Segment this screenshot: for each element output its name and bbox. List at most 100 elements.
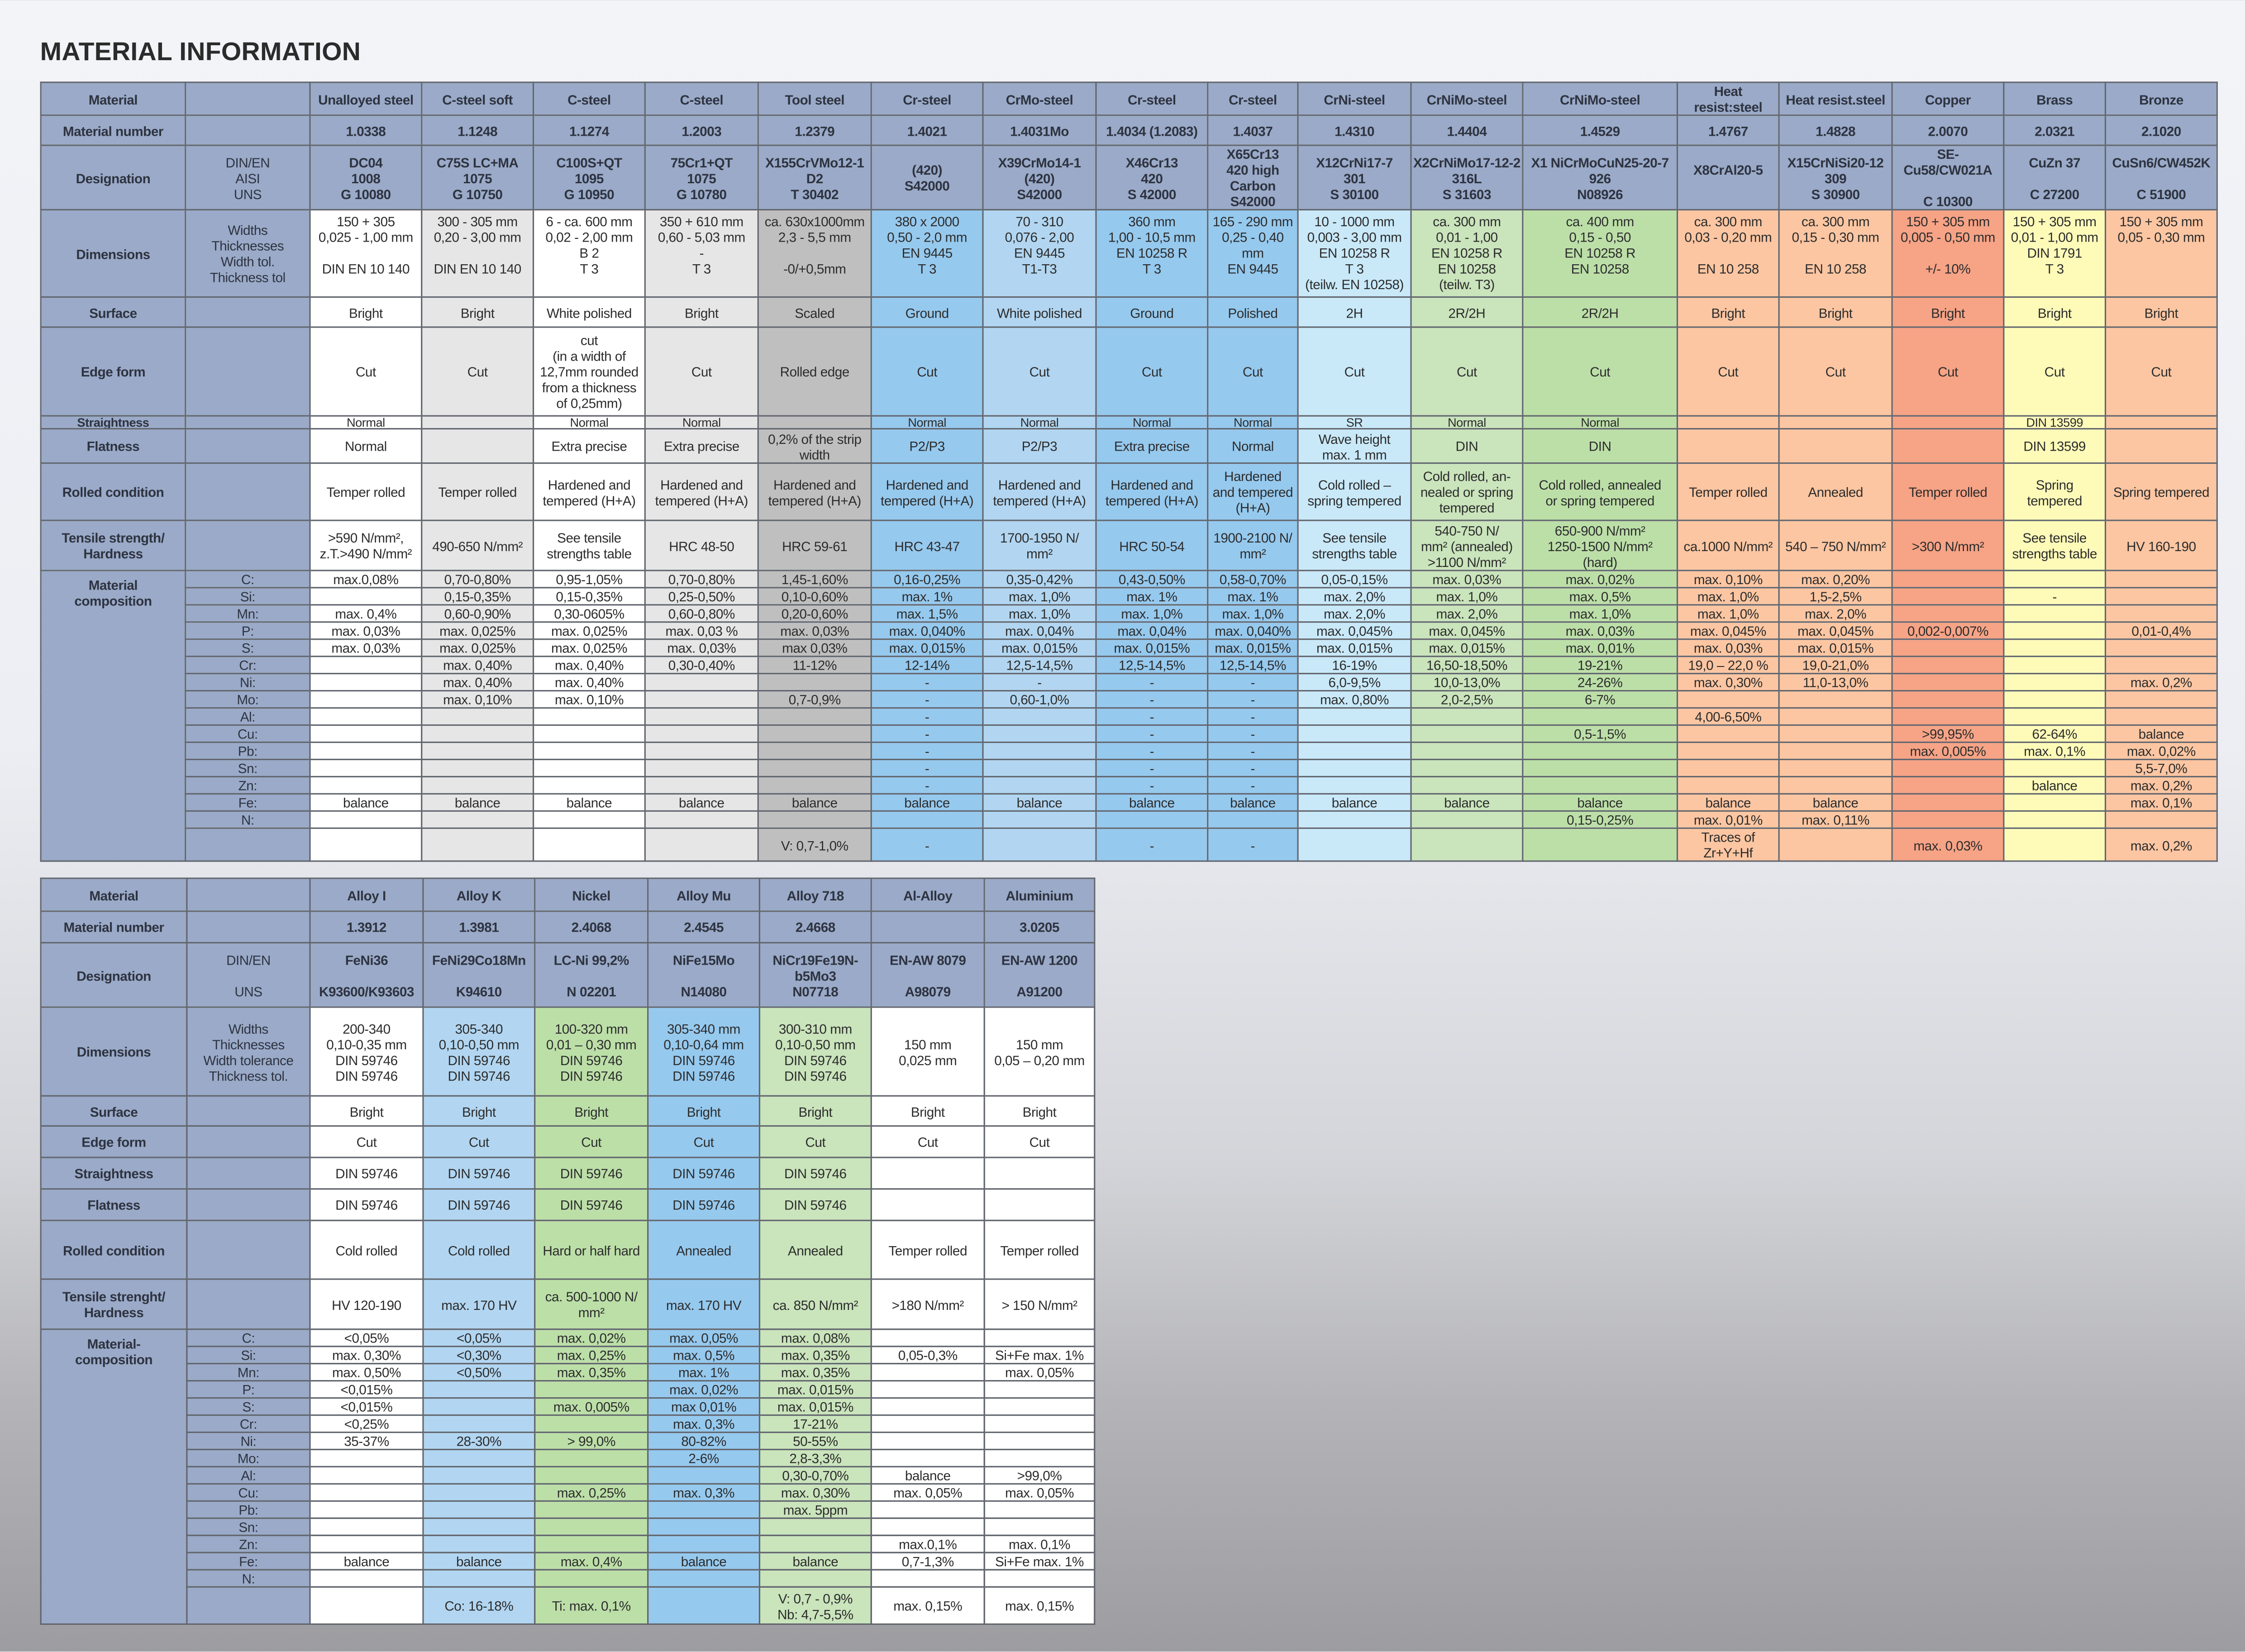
page-title: MATERIAL INFORMATION	[40, 37, 361, 66]
composition-cell: max. 0,005%	[1891, 741, 2005, 761]
composition-cell	[2003, 638, 2107, 657]
cell-tensile: >300 N/mm²	[1891, 519, 2005, 571]
composition-cell: 0,30-0,40%	[644, 656, 759, 675]
composition-cell	[1676, 776, 1780, 795]
row-label-composition: Material- composition	[40, 1328, 188, 1625]
composition-cell: max. 0,4%	[534, 1552, 649, 1571]
cell-rolled: Hardened and tempered (H+A)	[1207, 462, 1299, 521]
composition-cell: balance	[870, 1466, 985, 1485]
row-sublabel-straightness	[186, 1157, 311, 1190]
row-flatness: Flatness DIN 59746 DIN 59746 DIN 59746 DIN 5…	[40, 1188, 1096, 1221]
composition-cell: max. 0,015%	[758, 1397, 872, 1416]
composition-cell: max. 0,02%	[1522, 570, 1678, 589]
cell-surface: White polished	[532, 296, 646, 328]
cell-name: Copper	[1891, 81, 2005, 116]
composition-cell: 16,50-18,50%	[1410, 656, 1524, 675]
cell-designation: LC-Ni 99,2% N 02201	[534, 942, 649, 1008]
composition-cell: max. 0,1%	[2104, 793, 2218, 812]
element-label: Pb:	[186, 1500, 311, 1519]
composition-cell: max. 1%	[647, 1363, 761, 1382]
composition-cell: max. 0,05%	[647, 1328, 761, 1347]
cell-dimensions: 150 mm 0,05 – 0,20 mm	[983, 1006, 1096, 1097]
composition-cell	[1891, 776, 2005, 795]
cell-surface: Bright	[983, 1095, 1096, 1127]
composition-row-other: V: 0,7-1,0% - - - Traces of Zr+Y+Hf max. 0,03…	[41, 827, 2218, 862]
cell-flatness	[1676, 428, 1780, 464]
cell-straightness: Normal	[1207, 415, 1299, 430]
row-label-dimensions: Dimensions	[40, 209, 186, 298]
row-dimensions: Dimensions Widths Thicknesses Width toler…	[40, 1006, 1096, 1097]
composition-cell: max. 0,15%	[870, 1586, 985, 1625]
composition-cell: 0,15-0,25%	[1522, 810, 1678, 829]
composition-cell	[757, 741, 872, 761]
composition-cell	[870, 1448, 985, 1467]
row-sublabel-dimensions: Widths Thicknesses Width tol. Thickness …	[185, 209, 311, 298]
cell-tensile: See tensile strengths table	[1297, 519, 1412, 571]
element-label: Al:	[185, 707, 311, 726]
row-sublabel-name	[185, 81, 311, 116]
composition-cell	[1891, 604, 2005, 623]
composition-cell	[1522, 758, 1678, 777]
composition-cell: max. 0,5%	[1522, 587, 1678, 606]
composition-cell: 0,30-0,70%	[758, 1466, 872, 1485]
cell-dimensions: 360 mm 1,00 - 10,5 mm EN 10258 R T 3	[1095, 209, 1209, 298]
cell-name: CrNi-steel	[1297, 81, 1412, 116]
composition-cell	[1297, 758, 1412, 777]
row-edge: Edge form Cut Cut cut (in a width of 12,7mm…	[40, 326, 2218, 417]
cell-tensile: 650-900 N/mm² 1250-1500 N/mm² (hard)	[1522, 519, 1678, 571]
cell-straightness	[1676, 415, 1780, 430]
composition-cell: 16-19%	[1297, 656, 1412, 675]
cell-straightness: Normal	[1095, 415, 1209, 430]
composition-cell: -	[1207, 827, 1299, 862]
composition-cell: balance	[1778, 793, 1893, 812]
cell-name: Al-Alloy	[870, 877, 985, 912]
cell-designation: 75Cr1+QT 1075 G 10780	[644, 144, 759, 211]
cell-flatness: DIN 59746	[422, 1188, 536, 1221]
composition-cell: max. 0,03 %	[644, 621, 759, 640]
cell-dimensions: 150 + 305 mm 0,005 - 0,50 mm +/- 10%	[1891, 209, 2005, 298]
composition-cell: balance	[647, 1552, 761, 1571]
cell-number: 1.4310	[1297, 114, 1412, 146]
cell-edge: cut (in a width of 12,7mm rounded from a…	[532, 326, 646, 417]
row-sublabel-rolled	[185, 462, 311, 521]
composition-cell	[422, 1483, 536, 1502]
composition-cell: 24-26%	[1522, 673, 1678, 692]
element-label	[185, 827, 311, 862]
cell-dimensions: 165 - 290 mm 0,25 - 0,40 mm EN 9445	[1207, 209, 1299, 298]
composition-cell: <0,05%	[422, 1328, 536, 1347]
composition-row: Cr: <0,25% max. 0,3% 17-21%	[41, 1414, 1096, 1433]
composition-cell	[1676, 724, 1780, 743]
cell-rolled: Cold rolled – spring tempered	[1297, 462, 1412, 521]
composition-cell	[532, 707, 646, 726]
cell-edge: Cut	[1095, 326, 1209, 417]
composition-cell	[983, 1328, 1096, 1347]
cell-designation: FeNi36 K93600/K93603	[309, 942, 424, 1008]
composition-cell	[309, 673, 423, 692]
composition-cell	[422, 1534, 536, 1553]
cell-number: 2.4545	[647, 910, 761, 944]
cell-name: C-steel	[532, 81, 646, 116]
cell-number: 1.4404	[1410, 114, 1524, 146]
composition-cell: max. 0,30%	[1676, 673, 1780, 692]
cell-number: 1.4031Mo	[982, 114, 1097, 146]
cell-dimensions: 350 + 610 mm 0,60 - 5,03 mm - T 3	[644, 209, 759, 298]
row-tensile: Tensile strength/ Hardness >590 N/mm², z.…	[40, 519, 2218, 571]
composition-cell: balance	[2003, 776, 2107, 795]
cell-designation: X1 NiCrMoCuN25-20-7 926 N08926	[1522, 144, 1678, 211]
cell-tensile: 1900-2100 N/ mm²	[1207, 519, 1299, 571]
composition-cell: V: 0,7-1,0%	[757, 827, 872, 862]
composition-cell	[534, 1517, 649, 1536]
composition-row: Mn: max. 0,4% 0,60-0,90% 0,30-0605% 0,60-0,8…	[41, 604, 2218, 623]
composition-cell: max. 0,015%	[758, 1380, 872, 1399]
composition-row: Ni: max. 0,40% max. 0,40% - - - -6,0-9,5% 10,0-…	[41, 673, 2218, 692]
composition-cell	[2104, 656, 2218, 675]
cell-flatness: DIN 59746	[758, 1188, 872, 1221]
cell-number	[870, 910, 985, 944]
composition-cell	[870, 1569, 985, 1588]
composition-cell: max. 0,03%	[309, 621, 423, 640]
composition-cell	[870, 1397, 985, 1416]
cell-straightness: DIN 59746	[758, 1157, 872, 1190]
cell-number: 2.0321	[2003, 114, 2107, 146]
composition-cell	[2003, 690, 2107, 709]
composition-cell: max. 0,4%	[309, 604, 423, 623]
